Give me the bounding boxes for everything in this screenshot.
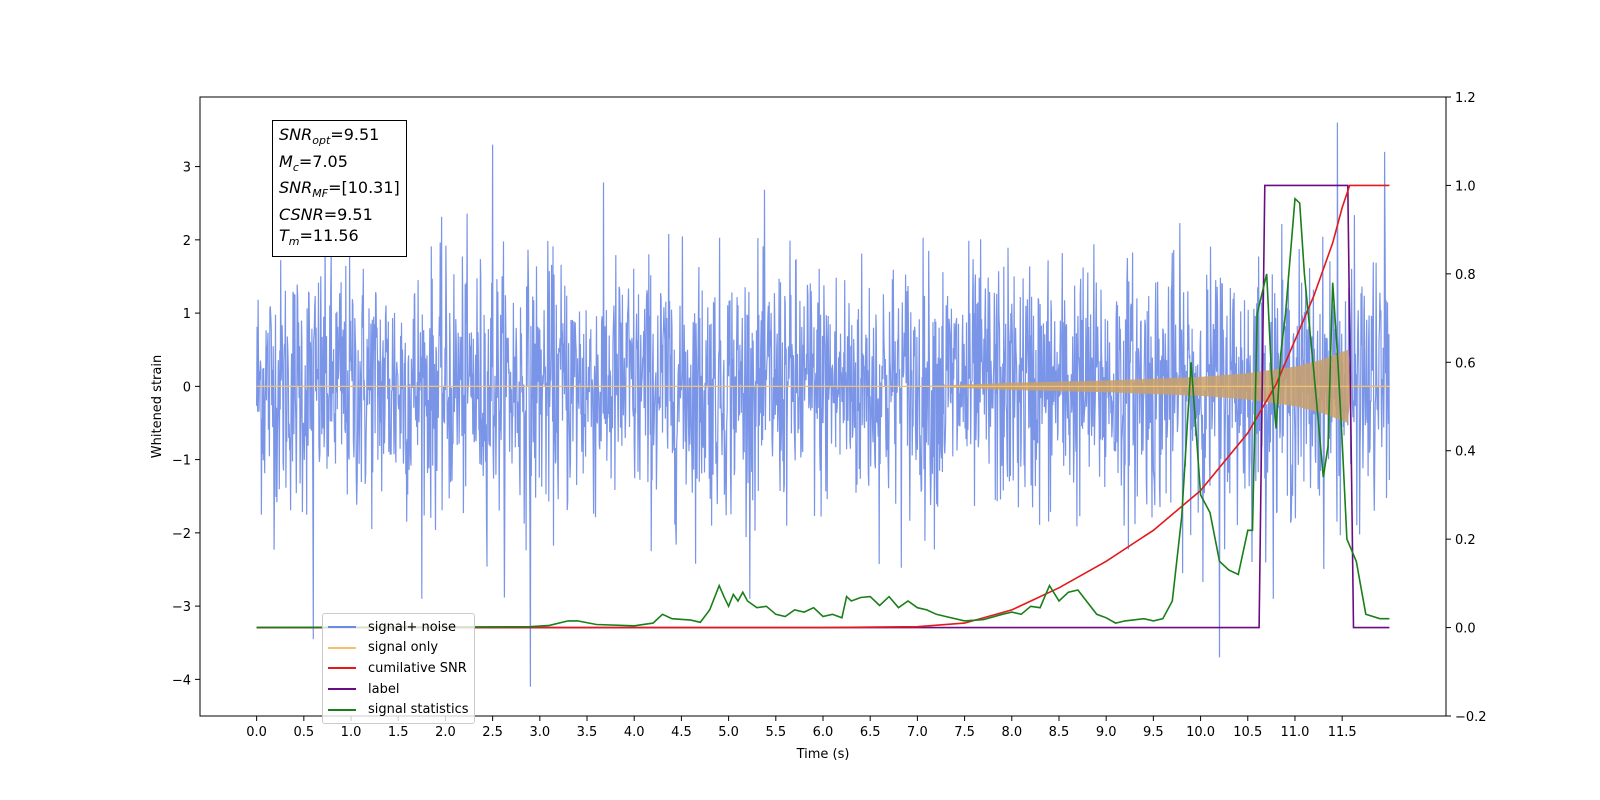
y-left-axis-ticks: 3 2 1 0 −1 −2 −3 −4 (172, 161, 200, 688)
x-tick-label: 3.0 (529, 725, 550, 740)
legend: signal+ noise signal only cumilative SNR… (322, 613, 475, 724)
legend-label: label (368, 681, 400, 697)
x-tick-label: 8.0 (1001, 725, 1022, 740)
y-left-tick-label: 1 (183, 307, 191, 322)
x-tick-label: 6.5 (860, 725, 881, 740)
legend-swatch (328, 708, 356, 711)
y-left-tick-label: −1 (172, 454, 191, 469)
x-tick-label: 2.5 (482, 725, 503, 740)
x-tick-label: 11.5 (1328, 725, 1357, 740)
x-tick-label: 4.0 (624, 725, 645, 740)
legend-label: signal+ noise (368, 619, 457, 635)
x-tick-label: 2.0 (435, 725, 456, 740)
annotation-tm: Tm=11.56 (279, 225, 359, 248)
x-tick-label: 7.0 (907, 725, 928, 740)
x-tick-label: 9.5 (1143, 725, 1164, 740)
legend-swatch (328, 646, 356, 649)
series-signal-noise (256, 122, 1391, 687)
x-axis-ticks: 0.0 0.5 1.0 1.5 2.0 2.5 3.0 3.5 4.0 4.5 5.0 5.5 6.0 6… (246, 716, 1357, 740)
x-tick-label: 11.0 (1280, 725, 1309, 740)
x-tick-label: 1.0 (341, 725, 362, 740)
x-tick-label: 3.5 (577, 725, 598, 740)
y-right-tick-label: 0.6 (1455, 356, 1476, 371)
y-right-axis-ticks: 1.2 1.0 0.8 0.6 0.4 0.2 0.0 −0.2 (1446, 91, 1487, 725)
y-left-tick-label: 3 (183, 161, 191, 176)
x-tick-label: 0.0 (246, 725, 267, 740)
x-tick-label: 0.5 (293, 725, 314, 740)
legend-item: signal only (328, 638, 469, 659)
y-left-tick-label: −3 (172, 600, 191, 615)
legend-label: signal only (368, 640, 439, 656)
x-tick-label: 5.5 (765, 725, 786, 740)
legend-label: signal statistics (368, 702, 469, 718)
annotation-box: SNRopt=9.51 Mc=7.05 SNRMF=[10.31] CSNR=9… (272, 120, 407, 258)
legend-swatch (328, 688, 356, 691)
y-left-tick-label: −4 (172, 673, 191, 688)
legend-item: label (328, 679, 469, 700)
annotation-csnr: CSNR=9.51 (279, 205, 373, 225)
annotation-snr-opt: SNRopt=9.51 (279, 125, 380, 148)
series-line-signal-statistics (256, 196, 1390, 629)
x-tick-label: 8.5 (1049, 725, 1070, 740)
y-right-tick-label: 0.8 (1455, 268, 1476, 283)
y-left-tick-label: −2 (172, 527, 191, 542)
right-axis-series (256, 184, 1390, 629)
y-right-tick-label: 1.2 (1455, 91, 1476, 106)
legend-swatch (328, 626, 356, 629)
y-axis-label: Whitened strain (150, 355, 165, 458)
annotation-mc: Mc=7.05 (279, 151, 348, 174)
x-tick-label: 7.5 (954, 725, 975, 740)
series-line-label (256, 184, 1390, 629)
x-tick-label: 10.0 (1186, 725, 1215, 740)
y-right-tick-label: 1.0 (1455, 179, 1476, 194)
x-tick-label: 1.5 (388, 725, 409, 740)
annotation-snr-mf: SNRMF=[10.31] (279, 178, 400, 201)
legend-item: signal+ noise (328, 617, 469, 638)
y-left-tick-label: 2 (183, 234, 191, 249)
x-tick-label: 6.0 (813, 725, 834, 740)
y-left-tick-label: 0 (183, 380, 191, 395)
x-tick-label: 10.5 (1233, 725, 1262, 740)
x-tick-label: 4.5 (671, 725, 692, 740)
x-tick-label: 5.0 (718, 725, 739, 740)
legend-swatch (328, 667, 356, 670)
x-tick-label: 9.0 (1096, 725, 1117, 740)
legend-item: cumilative SNR (328, 658, 469, 679)
legend-item: signal statistics (328, 699, 469, 720)
series-signal-only (256, 349, 1390, 423)
y-right-tick-label: 0.2 (1455, 533, 1476, 548)
x-axis-label: Time (s) (796, 747, 850, 762)
y-right-tick-label: 0.4 (1455, 445, 1476, 460)
y-right-tick-label: −0.2 (1455, 710, 1487, 725)
series-line-signal-noise (256, 122, 1391, 687)
y-right-tick-label: 0.0 (1455, 622, 1476, 637)
legend-label: cumilative SNR (368, 660, 467, 676)
